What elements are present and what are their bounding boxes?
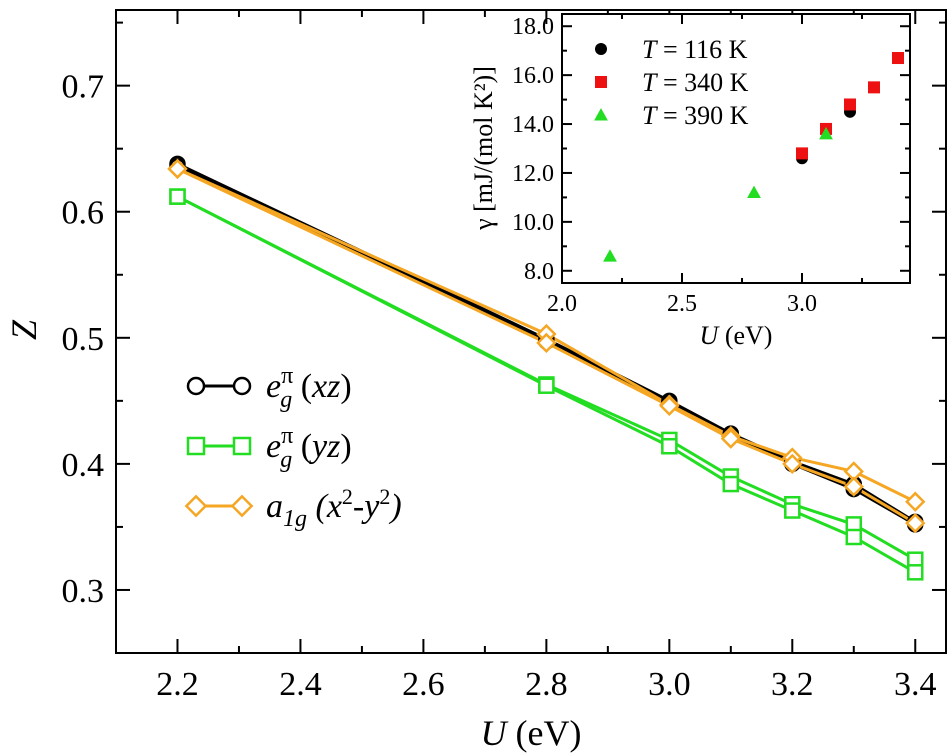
main-legend-marker xyxy=(186,376,206,396)
inset-y-tick-label: 14.0 xyxy=(512,112,554,138)
main-legend-marker xyxy=(184,494,208,518)
inset-legend-marker xyxy=(594,108,608,121)
main-data-point xyxy=(720,428,741,449)
inset-data-point xyxy=(892,52,904,65)
inset-y-tick-label: 18.0 xyxy=(512,14,554,40)
main-x-tick-label: 2.8 xyxy=(525,666,568,703)
inset-y-tick-label: 10.0 xyxy=(512,210,554,236)
main-y-tick-label: 0.7 xyxy=(62,69,105,106)
main-x-tick-label: 3.2 xyxy=(771,666,814,703)
main-data-point xyxy=(784,502,801,519)
main-data-point xyxy=(905,512,926,534)
inset-data-point xyxy=(819,126,833,140)
main-y-tick-label: 0.3 xyxy=(62,573,105,610)
main-legend-marker xyxy=(230,494,254,518)
inset-series-group xyxy=(603,52,904,262)
main-axis-ticks: 2.2 2.4 2.6 2.8 3.0 3.2 3.4 0.3 0.4 0.5 0.6 0.7 xyxy=(62,10,946,703)
inset-legend-label: T = 116 K xyxy=(642,35,748,64)
main-data-point xyxy=(905,491,926,512)
inset-legend-label: T = 390 K xyxy=(642,101,749,130)
main-y-tick-label: 0.6 xyxy=(62,195,105,232)
main-x-axis-label: U (eV) xyxy=(481,713,582,753)
inset-data-point xyxy=(796,147,808,160)
main-data-point xyxy=(167,158,188,180)
inset-x-tick-label: 3.0 xyxy=(787,291,817,317)
inset-y-tick-label: 8.0 xyxy=(524,259,554,285)
main-data-point xyxy=(659,395,680,417)
main-y-tick-label: 0.4 xyxy=(62,447,105,484)
main-plot: 2.2 2.4 2.6 2.8 3.0 3.2 3.4 0.3 0.4 0.5 0.6 0.7 U (… xyxy=(4,9,947,753)
inset-legend: T = 116 K T = 340 K T = 390 K xyxy=(594,35,749,130)
main-x-tick-label: 2.4 xyxy=(279,666,322,703)
main-data-point xyxy=(845,528,863,546)
main-data-point xyxy=(169,188,186,205)
main-series-group xyxy=(167,155,926,581)
main-y-axis-label: Z xyxy=(4,319,44,340)
main-data-point xyxy=(782,453,803,475)
main-data-point xyxy=(538,377,555,394)
main-data-point xyxy=(722,475,740,493)
inset-legend-marker xyxy=(595,43,607,55)
main-data-point xyxy=(907,564,924,581)
main-data-point xyxy=(661,437,678,455)
inset-y-axis-label: γ [mJ/(mol K²)] xyxy=(469,66,498,231)
main-data-point xyxy=(536,332,557,354)
inset-data-point xyxy=(603,249,617,262)
main-x-tick-label: 2.2 xyxy=(156,666,199,703)
inset-legend-label: T = 340 K xyxy=(642,68,749,97)
main-legend-marker xyxy=(232,376,252,396)
inset-data-point xyxy=(844,98,856,111)
main-x-tick-label: 2.6 xyxy=(402,666,445,703)
main-data-point xyxy=(843,476,864,497)
inset-x-axis-label: U (eV) xyxy=(700,321,773,350)
inset-axis-ticks: 2.0 2.5 3.0 8.0 10.0 12.0 14.0 16.0 18.0 xyxy=(512,14,910,317)
main-legend-marker xyxy=(186,436,206,456)
inset-data-point xyxy=(868,81,880,94)
main-y-tick-label: 0.5 xyxy=(62,321,105,358)
inset-y-tick-label: 12.0 xyxy=(512,161,554,187)
main-legend-marker xyxy=(232,436,252,456)
inset-x-tick-label: 2.0 xyxy=(547,291,577,317)
inset-data-point xyxy=(747,185,761,199)
main-x-tick-label: 3.4 xyxy=(894,666,937,703)
main-plot-frame xyxy=(115,9,947,654)
inset-y-tick-label: 16.0 xyxy=(512,63,554,89)
main-x-tick-label: 3.0 xyxy=(648,666,691,703)
inset-x-tick-label: 2.5 xyxy=(667,291,697,317)
main-legend: eπ g (xz) eπ g (yz) a1g (x2-y2) xyxy=(184,363,402,532)
inset-legend-marker xyxy=(595,76,607,88)
inset-plot: 2.0 2.5 3.08.010.012.014.016.018.0 U (eV) … xyxy=(469,13,911,350)
main-legend-label: a1g (x2-y2) xyxy=(266,484,402,532)
main-legend-label: eπ g (xz) xyxy=(266,363,352,413)
main-legend-label: eπ g (yz) xyxy=(266,423,352,473)
